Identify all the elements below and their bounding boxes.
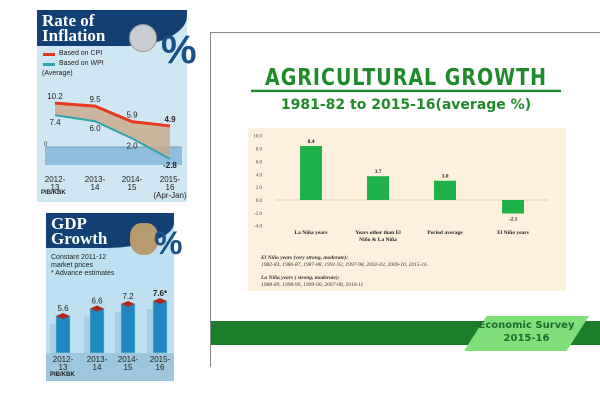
x-tick-label: 15	[124, 363, 133, 372]
bar	[152, 300, 168, 354]
bar	[434, 180, 456, 200]
percent-icon: %	[161, 28, 197, 72]
gdp-notes: Constant 2011-12 market prices * Advance e…	[51, 254, 115, 277]
x-tick-label: 2014-	[122, 175, 143, 184]
x-tick-label: 13	[51, 183, 60, 192]
y-tick-label: -4.0	[254, 225, 262, 230]
x-tick-label: 15	[128, 183, 137, 192]
bar	[89, 308, 105, 354]
y-tick-label: 2.0	[256, 186, 263, 191]
x-tick-label: 14	[91, 183, 100, 192]
series-line-cpi	[54, 101, 171, 128]
footnote-lanina-label: La Niña years ( strong, moderate):	[261, 275, 340, 281]
x-tick-label: 2015-	[150, 355, 171, 364]
x-tick-label: 2014-	[118, 355, 139, 364]
bar	[367, 176, 389, 200]
data-label: -2.1	[509, 217, 518, 223]
inflation-panel: Rate of Inflation % Based on CPI Based on…	[37, 10, 197, 202]
x-tick-label: 2012-	[53, 355, 74, 364]
y-tick-label: 0.0	[256, 199, 263, 204]
x-tick-label: (Apr-Jan)	[153, 191, 187, 200]
data-label: 8.4	[308, 139, 315, 145]
legend-swatch-cpi	[43, 53, 55, 56]
y-tick-label: 10.0	[253, 135, 262, 140]
inflation-header	[37, 10, 187, 46]
data-label: 5.6	[57, 304, 69, 313]
bar	[300, 145, 322, 200]
x-tick-label: 13	[59, 363, 68, 372]
x-tick-label: Period average	[427, 230, 463, 236]
bar-shadow	[147, 309, 157, 353]
agri-title: AGRICULTURAL GROWTH	[251, 66, 561, 93]
percent-icon: %	[154, 225, 183, 261]
bar-top	[90, 305, 104, 312]
footnote-lanina-years: 1988-89, 1998-99, 1999-00, 2007-08, 2010…	[261, 282, 364, 288]
legend-swatch-wpi	[43, 63, 55, 66]
bar	[502, 200, 524, 214]
bar-top	[56, 313, 70, 319]
x-tick-label: 14	[93, 363, 102, 372]
x-tick-label: 16	[156, 363, 165, 372]
data-label-wpi: -2.8	[163, 161, 177, 170]
zero-label: 0	[44, 142, 48, 148]
x-tick-label: 2013-	[85, 175, 106, 184]
bar	[120, 303, 136, 354]
inflation-title: Rate of Inflation	[42, 11, 106, 45]
agri-subtitle: 1981-82 to 2015-16(average %)	[280, 97, 532, 113]
data-label: 6.6	[91, 297, 103, 306]
footnote-elnino-years: 1982-83, 1986-87, 1987-88, 1991-92, 1997…	[261, 262, 427, 268]
x-tick-label: 16	[166, 183, 175, 192]
legend-cpi: Based on CPI	[59, 50, 103, 57]
x-tick-label: Niño & La Niña	[359, 237, 397, 243]
survey-badge	[464, 316, 589, 351]
y-tick-label: 4.0	[256, 173, 263, 178]
gdp-source: PIB/KBK	[50, 372, 75, 378]
data-label: 7.6*	[153, 289, 168, 298]
coin-balloon-icon	[129, 24, 157, 52]
data-label-cpi: 5.9	[126, 111, 138, 120]
x-tick-label: 2013-	[87, 355, 108, 364]
bar-top	[153, 298, 167, 304]
data-label-cpi: 9.5	[89, 95, 101, 104]
x-tick-label: 2012-	[45, 175, 66, 184]
gdp-title: GDP Growth	[51, 214, 108, 248]
x-tick-label: Years other than El	[355, 230, 401, 236]
inflation-gap-area	[55, 103, 170, 160]
money-bag-icon	[130, 223, 158, 255]
bar-top	[121, 301, 135, 307]
data-label-cpi: 10.2	[47, 92, 63, 101]
data-label-cpi: 4.9	[164, 115, 176, 124]
bar-shadow	[84, 316, 94, 353]
survey-badge-text: Economic Survey 2015-16	[478, 320, 575, 344]
data-label: 3.0	[442, 174, 449, 180]
data-label-wpi: 2.0	[126, 141, 138, 150]
negative-zone	[45, 147, 182, 165]
x-tick-label: 2015-	[160, 175, 181, 184]
gdp-floor	[46, 353, 174, 381]
data-label: 3.7	[375, 169, 382, 175]
y-tick-label: -2.0	[254, 212, 262, 217]
x-tick-label: El Niño years	[497, 230, 529, 236]
bar-shadow	[50, 324, 60, 353]
data-label: 7.2	[122, 292, 134, 301]
series-line-wpi	[54, 114, 171, 160]
legend-wpi: Based on WPI	[59, 60, 104, 67]
x-tick-label: La Niña years	[295, 230, 328, 236]
footnote-elnino-label: El Niño years (very strong, moderate):	[261, 255, 349, 261]
inflation-source: PIB/KBK	[41, 190, 66, 196]
inflation-subtitle: (Average)	[42, 70, 73, 77]
bar	[55, 315, 71, 354]
data-label-wpi: 6.0	[89, 124, 101, 133]
bar-shadow	[115, 312, 125, 353]
y-tick-label: 6.0	[256, 160, 263, 165]
y-tick-label: 8.0	[256, 148, 263, 153]
data-label-wpi: 7.4	[49, 118, 61, 127]
